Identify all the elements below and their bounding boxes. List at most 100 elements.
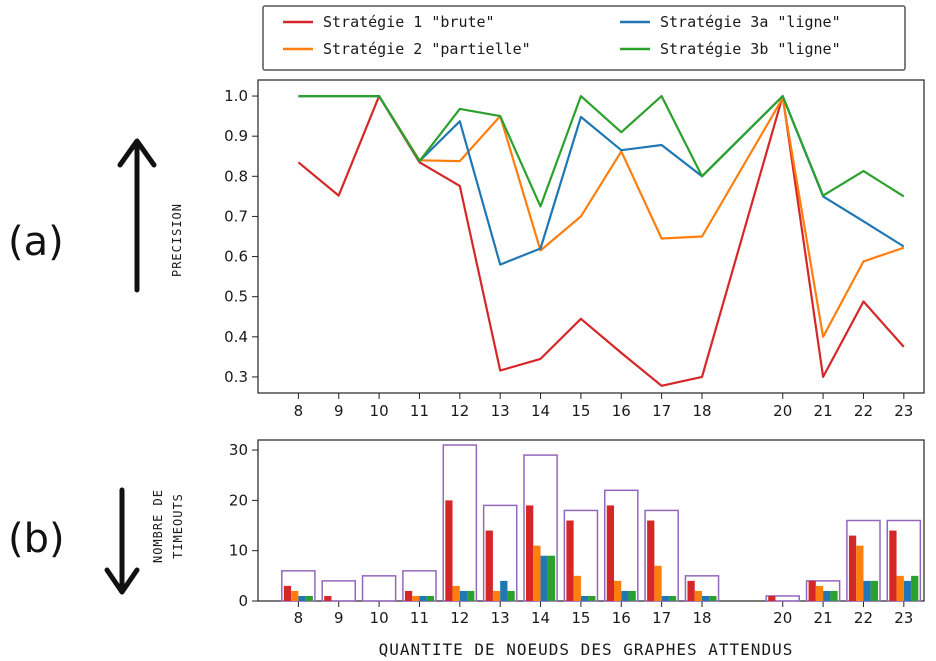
series-bar	[911, 575, 919, 601]
x-tick-label-b: 15	[571, 609, 590, 627]
series-bar	[324, 595, 332, 601]
x-tick-label-a: 18	[692, 402, 711, 420]
y-tick-label-b: 30	[229, 441, 248, 459]
series-bar	[526, 505, 534, 601]
x-tick-label-a: 12	[450, 402, 469, 420]
x-tick-label-b: 16	[612, 609, 631, 627]
x-tick-label-a: 20	[773, 402, 792, 420]
x-tick-label-a: 11	[410, 402, 429, 420]
series-bar	[606, 505, 615, 601]
x-tick-label-a: 14	[531, 402, 550, 420]
ticks-a: 0.3 0.4 0.5 0.6 0.7 0.8 0.9 1.0 8 9 10 11 12 13 14 15 16…	[224, 87, 913, 420]
x-tick-label-a: 23	[894, 402, 913, 420]
series-bar	[533, 545, 541, 601]
x-tick-label-b: 14	[531, 609, 550, 627]
y-tick-label-a: 0.8	[224, 167, 248, 185]
y-axis-label-b-line2: TIMEOUTS	[171, 493, 185, 559]
series-bar	[412, 595, 420, 601]
series-bar	[404, 590, 413, 601]
x-tick-label-b: 17	[652, 609, 671, 627]
x-tick-label-b: 10	[370, 609, 389, 627]
series-bar	[870, 580, 878, 601]
y-axis-label-a: PRECISION	[170, 203, 184, 277]
x-tick-label-a: 17	[652, 402, 671, 420]
series-bar	[768, 595, 776, 601]
series-bar	[580, 595, 589, 601]
x-tick-label-b: 11	[410, 609, 429, 627]
legend-box	[262, 5, 906, 71]
x-tick-label-a: 10	[370, 402, 389, 420]
series-line	[298, 94, 905, 208]
series-bar	[863, 580, 871, 601]
lines-a	[297, 94, 905, 387]
x-tick-label-b: 22	[854, 609, 873, 627]
series-bar	[621, 590, 629, 601]
series-bar	[492, 590, 501, 601]
y-tick-label-a: 0.5	[224, 288, 248, 306]
series-line	[378, 95, 905, 338]
series-bar	[702, 595, 710, 601]
y-tick-label-a: 1.0	[224, 87, 248, 105]
x-tick-label-a: 13	[491, 402, 510, 420]
series-bar	[459, 590, 468, 601]
series-bar	[709, 595, 717, 601]
x-tick-label-a: 16	[612, 402, 631, 420]
y-axis-label-b-line1: NOMBRE DE	[151, 489, 165, 563]
series-bar	[694, 590, 702, 601]
series-bar	[283, 585, 292, 601]
legend-label: Stratégie 3a "ligne"	[660, 13, 841, 31]
x-tick-label-b: 21	[814, 609, 833, 627]
series-bar	[661, 595, 669, 601]
plot-frame-a	[257, 79, 925, 394]
y-tick-label-b: 0	[238, 592, 248, 610]
series-bar	[848, 535, 857, 601]
x-tick-label-a: 9	[334, 402, 344, 420]
series-bar	[815, 585, 824, 601]
legend-label: Stratégie 3b "ligne"	[660, 40, 841, 58]
series-bar	[500, 580, 508, 601]
series-bar	[654, 565, 662, 601]
series-bar	[298, 595, 306, 601]
ticks-b: 0 10 20 30 8 9 10 11 12 13 14 15 16 17 18 20 21 22 23	[229, 441, 913, 627]
x-tick-label-a: 21	[814, 402, 833, 420]
series-bar	[507, 590, 515, 601]
total-outline-bar	[361, 575, 397, 602]
y-tick-label-a: 0.6	[224, 248, 248, 266]
panel-label-b: (b)	[8, 516, 65, 562]
series-line	[298, 94, 905, 266]
y-tick-label-b: 10	[229, 542, 248, 560]
panel-label-a: (a)	[8, 219, 64, 265]
legend-label: Stratégie 1 "brute"	[323, 13, 495, 31]
x-tick-label-b: 18	[692, 609, 711, 627]
legend: Stratégie 1 "brute" Stratégie 2 "partiell…	[283, 13, 841, 58]
series-bar	[668, 595, 677, 601]
series-bar	[419, 595, 427, 601]
series-bar	[452, 585, 460, 601]
y-tick-label-a: 0.7	[224, 207, 248, 225]
x-tick-label-b: 8	[294, 609, 304, 627]
x-axis-label: QUANTITE DE NOEUDS DES GRAPHES ATTENDUS	[379, 640, 794, 659]
series-line	[297, 94, 905, 387]
series-bar	[485, 530, 493, 601]
x-tick-label-a: 15	[571, 402, 590, 420]
series-bar	[426, 595, 434, 601]
series-bar	[305, 595, 313, 601]
series-bar	[889, 530, 897, 601]
x-tick-label-b: 13	[491, 609, 510, 627]
series-bar	[566, 520, 574, 601]
y-tick-label-a: 0.4	[224, 328, 248, 346]
y-tick-label-b: 20	[229, 491, 248, 509]
x-tick-label-a: 22	[854, 402, 873, 420]
series-bar	[467, 590, 475, 601]
series-bar	[808, 580, 816, 601]
series-bar	[547, 555, 556, 601]
series-bar	[628, 590, 636, 601]
plot-frame-b	[257, 439, 925, 602]
up-arrow-icon	[117, 138, 157, 293]
series-bar	[445, 500, 453, 601]
x-tick-label-a: 8	[294, 402, 304, 420]
series-bar	[830, 590, 838, 601]
series-bar	[573, 575, 581, 601]
series-bar	[687, 580, 695, 601]
